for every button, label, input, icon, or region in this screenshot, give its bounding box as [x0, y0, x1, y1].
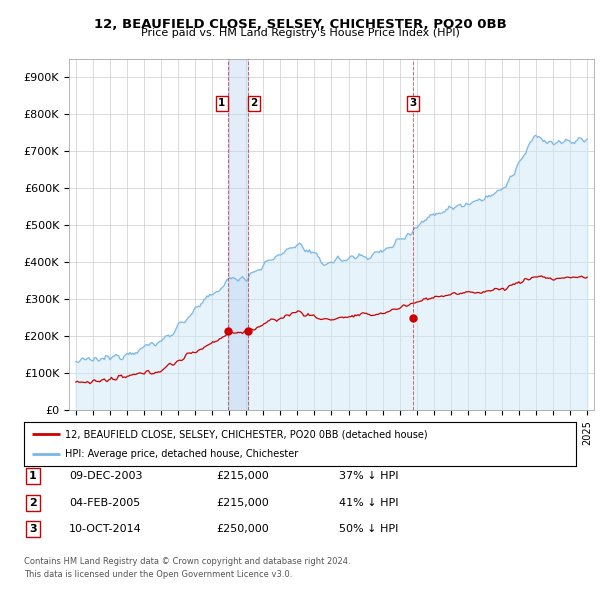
- Text: £215,000: £215,000: [216, 498, 269, 507]
- Text: £250,000: £250,000: [216, 525, 269, 534]
- Text: £215,000: £215,000: [216, 471, 269, 481]
- Text: 12, BEAUFIELD CLOSE, SELSEY, CHICHESTER, PO20 0BB: 12, BEAUFIELD CLOSE, SELSEY, CHICHESTER,…: [94, 18, 506, 31]
- Text: 09-DEC-2003: 09-DEC-2003: [69, 471, 143, 481]
- Text: 12, BEAUFIELD CLOSE, SELSEY, CHICHESTER, PO20 0BB (detached house): 12, BEAUFIELD CLOSE, SELSEY, CHICHESTER,…: [65, 430, 428, 439]
- Text: Price paid vs. HM Land Registry's House Price Index (HPI): Price paid vs. HM Land Registry's House …: [140, 28, 460, 38]
- Text: 2: 2: [29, 498, 37, 507]
- Text: This data is licensed under the Open Government Licence v3.0.: This data is licensed under the Open Gov…: [24, 571, 292, 579]
- Text: 2: 2: [250, 99, 257, 109]
- Text: 3: 3: [29, 525, 37, 534]
- Bar: [228, 59, 248, 410]
- Text: 04-FEB-2005: 04-FEB-2005: [69, 498, 140, 507]
- Text: 10-OCT-2014: 10-OCT-2014: [69, 525, 142, 534]
- Text: 41% ↓ HPI: 41% ↓ HPI: [339, 498, 398, 507]
- Text: Contains HM Land Registry data © Crown copyright and database right 2024.: Contains HM Land Registry data © Crown c…: [24, 558, 350, 566]
- Text: 37% ↓ HPI: 37% ↓ HPI: [339, 471, 398, 481]
- Text: 3: 3: [409, 99, 416, 109]
- Text: 1: 1: [218, 99, 226, 109]
- Text: 1: 1: [29, 471, 37, 481]
- Text: HPI: Average price, detached house, Chichester: HPI: Average price, detached house, Chic…: [65, 449, 299, 458]
- Text: 50% ↓ HPI: 50% ↓ HPI: [339, 525, 398, 534]
